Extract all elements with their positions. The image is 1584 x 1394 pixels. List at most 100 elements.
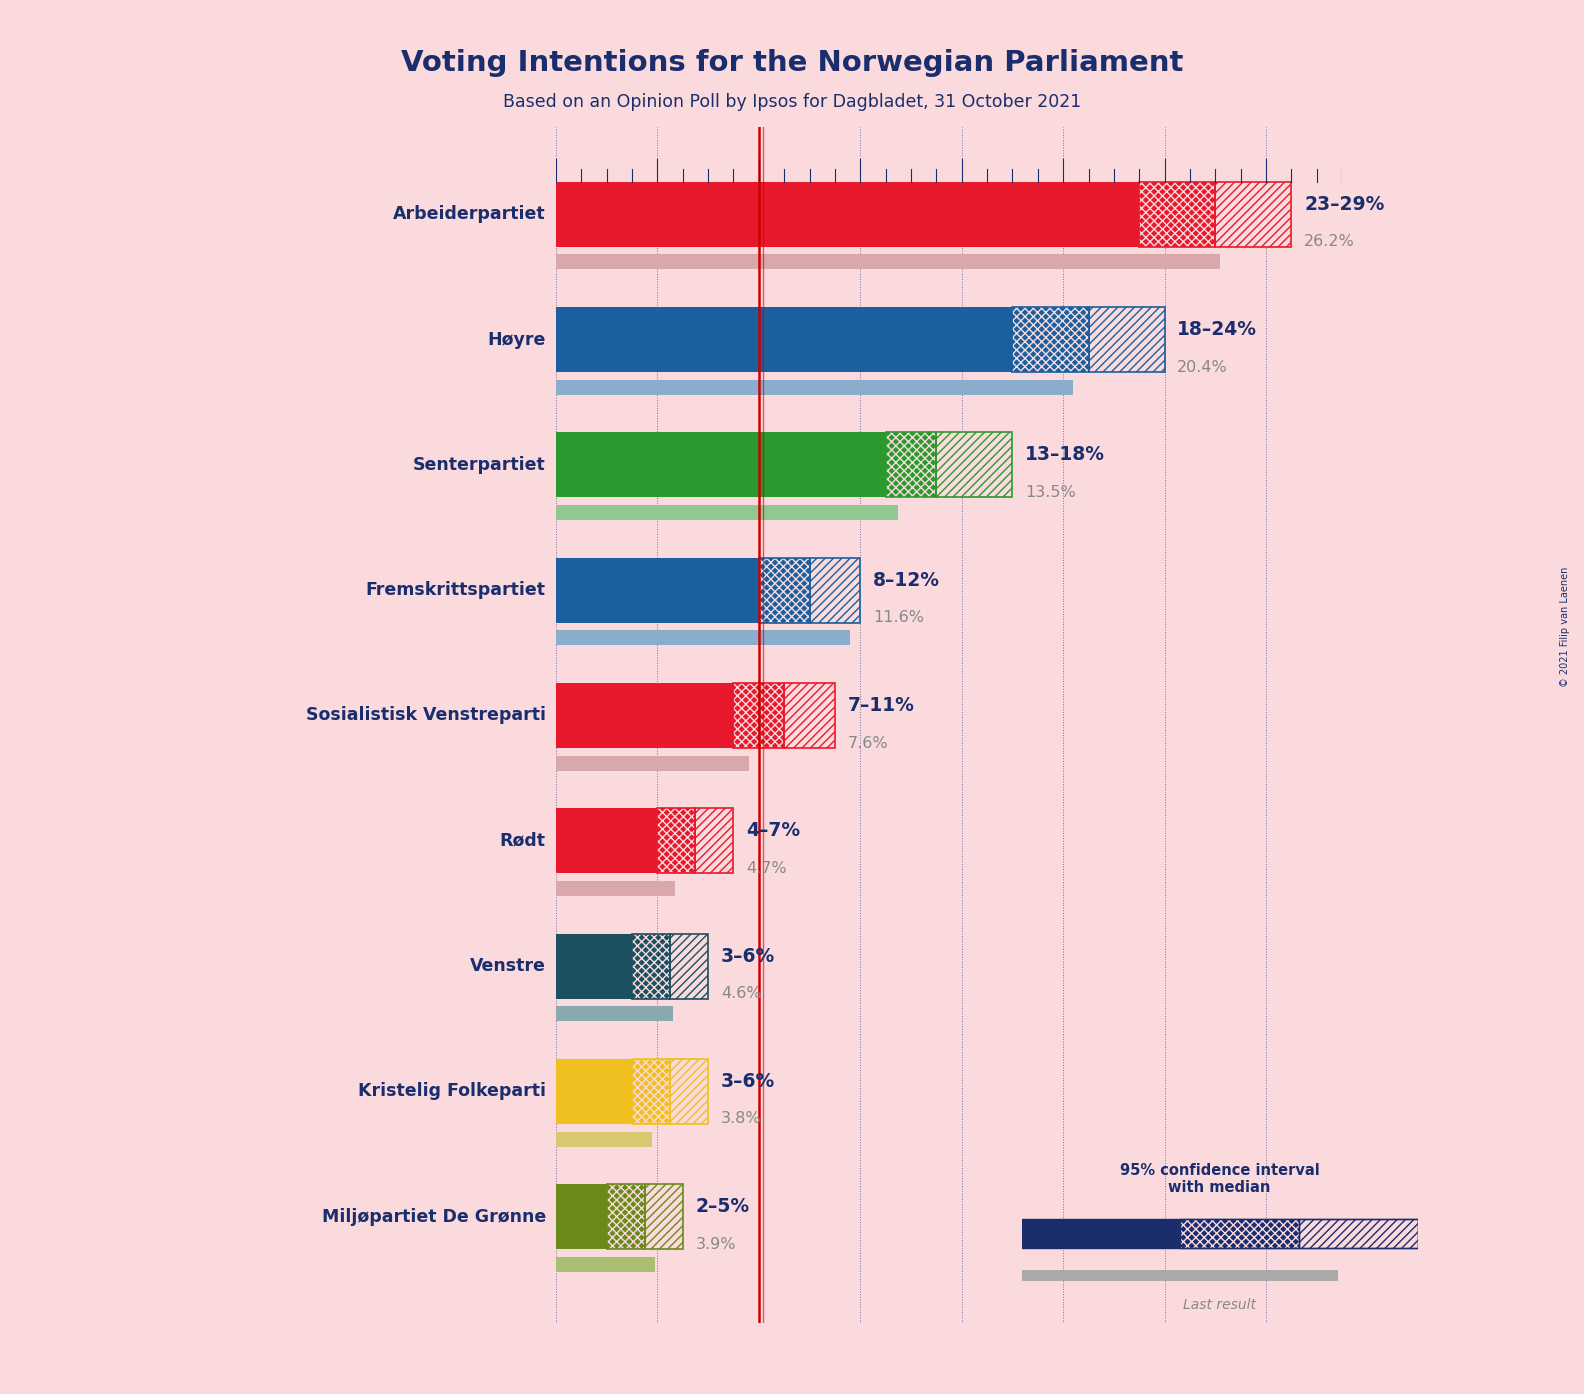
Bar (809, 558, 860, 623)
Text: Venstre: Venstre (470, 958, 546, 976)
Bar (556, 1257, 654, 1271)
Text: Rødt: Rødt (501, 832, 546, 850)
Bar (936, 432, 1012, 498)
Bar (556, 1006, 673, 1022)
Text: Sosialistisk Venstreparti: Sosialistisk Venstreparti (306, 707, 546, 725)
Bar (885, 432, 936, 498)
Bar (632, 1059, 670, 1124)
Bar (733, 683, 784, 749)
Bar (632, 1059, 670, 1124)
Text: 4.6%: 4.6% (721, 986, 762, 1001)
Bar (556, 558, 759, 623)
Bar (1215, 181, 1291, 247)
Bar (556, 1184, 607, 1249)
Bar (645, 1184, 683, 1249)
Bar (645, 1184, 683, 1249)
Bar (759, 558, 809, 623)
Bar (670, 934, 708, 998)
Bar (556, 1132, 653, 1146)
Bar (632, 1059, 670, 1124)
Bar (556, 683, 733, 749)
Text: 7.6%: 7.6% (847, 736, 889, 750)
Bar (556, 181, 1139, 247)
Bar (556, 630, 851, 645)
Text: 95% confidence interval
with median: 95% confidence interval with median (1120, 1163, 1319, 1195)
Text: 23–29%: 23–29% (1304, 195, 1384, 213)
Bar (733, 683, 784, 749)
Bar (657, 809, 695, 874)
Bar (556, 254, 1220, 269)
Text: Fremskrittspartiet: Fremskrittspartiet (366, 581, 546, 599)
Text: Kristelig Folkeparti: Kristelig Folkeparti (358, 1082, 546, 1100)
Bar (1022, 1218, 1180, 1249)
Bar (556, 756, 749, 771)
Text: 3.9%: 3.9% (695, 1236, 737, 1252)
Text: Senterpartiet: Senterpartiet (413, 456, 546, 474)
Bar (936, 432, 1012, 498)
Bar (556, 881, 675, 896)
Text: © 2021 Filip van Laenen: © 2021 Filip van Laenen (1560, 567, 1570, 687)
Bar (1180, 1218, 1299, 1249)
Text: 4.7%: 4.7% (746, 861, 787, 875)
Bar (556, 934, 632, 998)
Text: 3–6%: 3–6% (721, 947, 775, 966)
Text: Miljøpartiet De Grønne: Miljøpartiet De Grønne (322, 1207, 546, 1225)
Bar (556, 1059, 632, 1124)
Text: 3.8%: 3.8% (721, 1111, 762, 1126)
Bar (1139, 181, 1215, 247)
Text: Last result: Last result (1183, 1298, 1256, 1312)
Text: 4–7%: 4–7% (746, 821, 800, 841)
Text: Based on an Opinion Poll by Ipsos for Dagbladet, 31 October 2021: Based on an Opinion Poll by Ipsos for Da… (502, 93, 1082, 112)
Bar (885, 432, 936, 498)
Bar (632, 934, 670, 998)
Bar (657, 809, 695, 874)
Text: Voting Intentions for the Norwegian Parliament: Voting Intentions for the Norwegian Parl… (401, 49, 1183, 77)
Bar (1088, 307, 1164, 372)
Bar (556, 379, 1074, 395)
Bar (556, 307, 1012, 372)
Bar (556, 505, 898, 520)
Bar (1012, 307, 1088, 372)
Bar (607, 1184, 645, 1249)
Bar (695, 809, 733, 874)
Bar (759, 558, 809, 623)
Text: Høyre: Høyre (488, 330, 546, 348)
Bar (670, 1059, 708, 1124)
Bar (1012, 307, 1088, 372)
Text: 3–6%: 3–6% (721, 1072, 775, 1092)
Bar (670, 934, 708, 998)
Bar (556, 432, 885, 498)
Bar (733, 683, 784, 749)
Text: 8–12%: 8–12% (873, 570, 939, 590)
Text: 20.4%: 20.4% (1177, 360, 1228, 375)
Bar (632, 934, 670, 998)
Bar (885, 432, 936, 498)
Bar (1139, 181, 1215, 247)
Text: 18–24%: 18–24% (1177, 321, 1258, 339)
Bar (556, 809, 657, 874)
Bar (1299, 1218, 1418, 1249)
Text: 13–18%: 13–18% (1025, 445, 1106, 464)
Bar (657, 809, 695, 874)
Text: 7–11%: 7–11% (847, 696, 914, 715)
Bar (1022, 1270, 1338, 1281)
Bar (1012, 307, 1088, 372)
Bar (1215, 181, 1291, 247)
Text: 11.6%: 11.6% (873, 611, 923, 626)
Bar (809, 558, 860, 623)
Bar (1139, 181, 1215, 247)
Bar (1299, 1218, 1418, 1249)
Bar (632, 934, 670, 998)
Text: 2–5%: 2–5% (695, 1197, 749, 1216)
Bar (1088, 307, 1164, 372)
Bar (784, 683, 835, 749)
Bar (1180, 1218, 1299, 1249)
Text: 26.2%: 26.2% (1304, 234, 1354, 250)
Bar (607, 1184, 645, 1249)
Bar (759, 558, 809, 623)
Bar (1180, 1218, 1299, 1249)
Text: 13.5%: 13.5% (1025, 485, 1076, 500)
Bar (1022, 1218, 1418, 1249)
Bar (784, 683, 835, 749)
Bar (670, 1059, 708, 1124)
